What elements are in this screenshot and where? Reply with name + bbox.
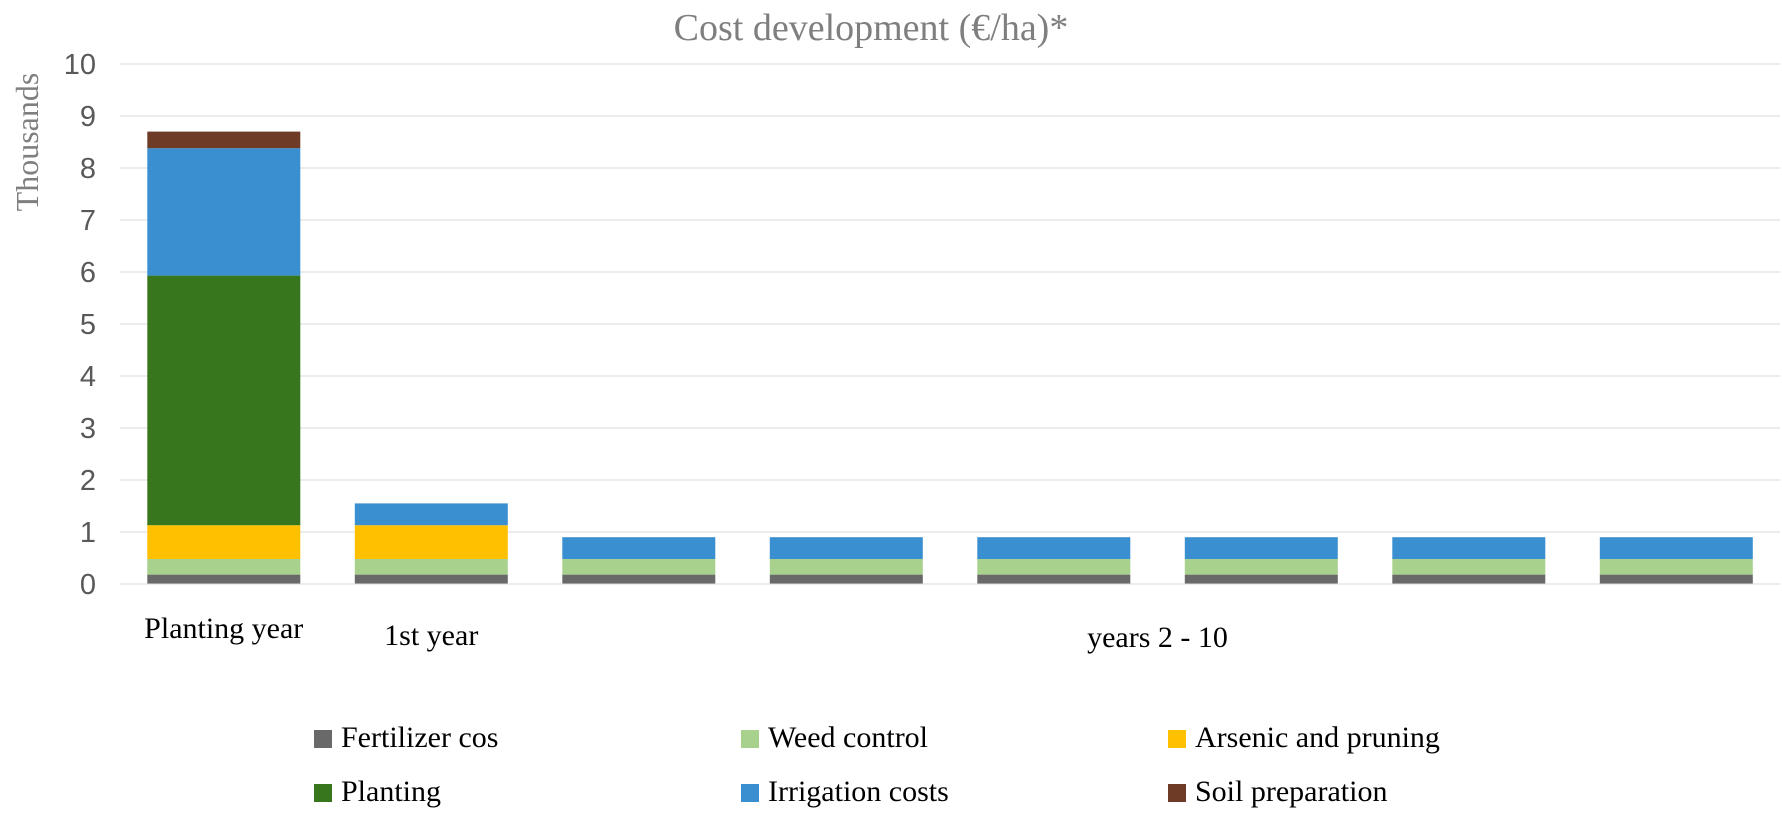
legend-swatch [314, 730, 332, 748]
legend-swatch [314, 784, 332, 802]
bar-segment [147, 559, 301, 575]
bar-segment [1184, 537, 1338, 559]
bar-segment [147, 574, 301, 584]
bar-segment [1392, 537, 1546, 559]
legend: Fertilizer cos Weed control Arsenic and pr… [314, 721, 1440, 808]
x-category-label: Planting year [144, 612, 303, 645]
x-category-label: 1st year [384, 619, 478, 652]
bar-segment [354, 559, 508, 575]
bar-segment [1184, 559, 1338, 575]
y-tick-label: 4 [80, 361, 96, 393]
bar-segment [147, 131, 301, 149]
legend-label: Weed control [768, 721, 928, 754]
bar-segment [1392, 559, 1546, 575]
y-tick-label: 5 [80, 309, 96, 341]
bar-segment [977, 559, 1131, 575]
bar-segment [147, 525, 301, 559]
legend-swatch [741, 784, 759, 802]
bar-segment [769, 574, 923, 584]
chart-title: Cost development (€/ha)* [674, 7, 1069, 49]
bar-segment [769, 559, 923, 575]
legend-swatch [1168, 730, 1186, 748]
y-tick-label: 9 [80, 101, 96, 133]
bar-segment [147, 275, 301, 526]
bar-segment [562, 537, 716, 559]
y-tick-label: 1 [80, 517, 96, 549]
bar-segment [562, 574, 716, 584]
bar-segment [1599, 574, 1753, 584]
bar-segment [977, 574, 1131, 584]
y-tick-label: 0 [80, 569, 96, 601]
bar-segment [769, 537, 923, 559]
bar-segment [354, 574, 508, 584]
x-axis-labels: Planting year 1st year years 2 - 10 [144, 612, 1228, 654]
grid-lines [120, 63, 1780, 533]
bars [147, 131, 1753, 584]
y-tick-label: 7 [80, 205, 96, 237]
legend-swatch [1168, 784, 1186, 802]
legend-label: Fertilizer cos [341, 721, 498, 754]
legend-swatch [741, 730, 759, 748]
y-axis-title: Thousands [9, 73, 45, 212]
x-group-label: years 2 - 10 [1087, 621, 1228, 654]
legend-label: Irrigation costs [768, 775, 949, 808]
legend-label: Soil preparation [1195, 775, 1387, 808]
bar-segment [562, 559, 716, 575]
y-tick-label: 2 [80, 465, 96, 497]
y-tick-label: 3 [80, 413, 96, 445]
y-tick-label: 8 [80, 153, 96, 185]
bar-segment [1599, 537, 1753, 559]
bar-segment [147, 148, 301, 276]
legend-label: Planting [341, 775, 441, 808]
bar-segment [354, 525, 508, 559]
legend-label: Arsenic and pruning [1195, 721, 1440, 754]
y-tick-label: 6 [80, 257, 96, 289]
y-tick-label: 10 [64, 49, 96, 81]
bar-segment [977, 537, 1131, 559]
bar-segment [354, 503, 508, 526]
y-axis-ticks: 0 1 2 3 4 5 6 7 8 9 10 [64, 49, 96, 601]
bar-segment [1599, 559, 1753, 575]
bar-segment [1184, 574, 1338, 584]
bar-segment [1392, 574, 1546, 584]
